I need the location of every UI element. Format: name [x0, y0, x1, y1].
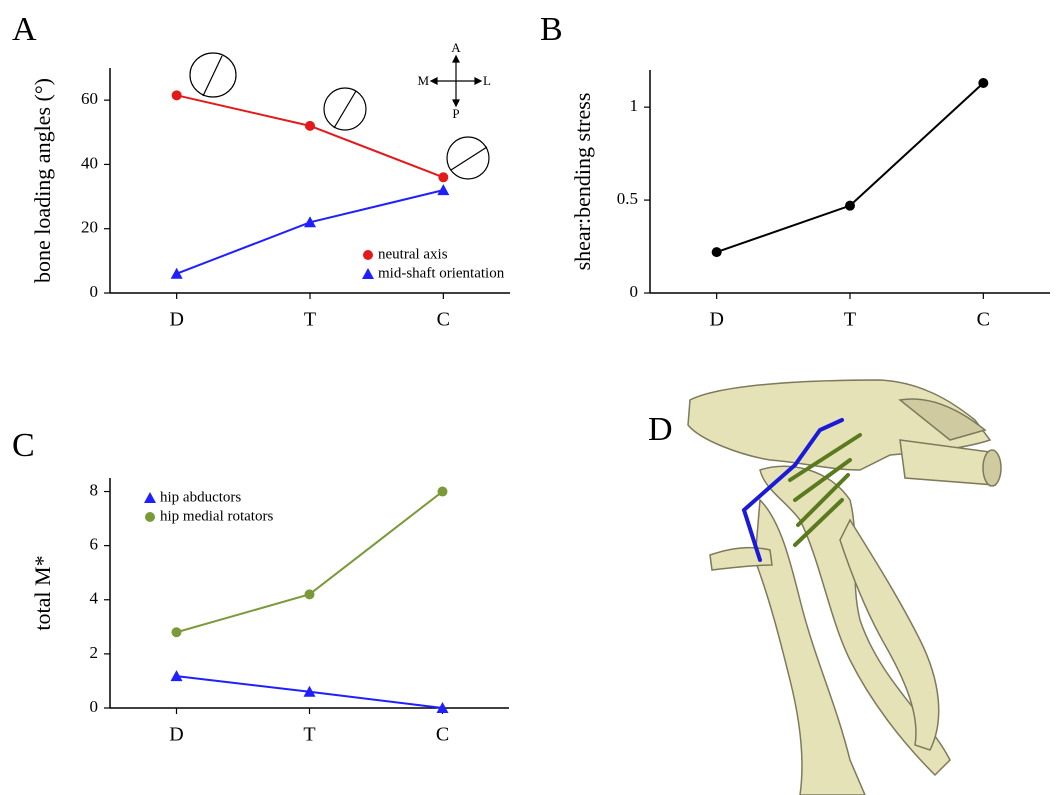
y-tick-label: 1 [630, 96, 639, 115]
compass-label: P [452, 106, 459, 121]
compass-arrows [431, 56, 481, 106]
cross-section-icons [190, 53, 489, 179]
x-tick-label: D [709, 309, 723, 331]
y-tick-label: 2 [90, 643, 99, 662]
x-tick-label: D [169, 724, 183, 746]
x-tick-label: C [437, 309, 450, 331]
panel-letter: D [648, 411, 673, 448]
x-tick-label: C [436, 724, 449, 746]
y-tick-label: 6 [90, 535, 99, 554]
legend-marker [144, 492, 156, 503]
y-tick-label: 0.5 [617, 189, 638, 208]
panel-letter: A [12, 11, 37, 48]
y-tick-label: 0 [90, 282, 99, 301]
point [437, 184, 449, 195]
legend-marker [362, 268, 374, 279]
y-axis-label: bone loading angles (°) [30, 78, 55, 283]
point [438, 487, 448, 497]
legend-label: hip medial rotators [160, 508, 273, 524]
compass-label: L [483, 73, 491, 88]
y-tick-label: 8 [90, 480, 99, 499]
y-tick-label: 0 [90, 697, 99, 716]
point [172, 627, 182, 637]
series-line [177, 95, 444, 177]
point [171, 268, 183, 279]
figure: D Abone loading angles (°)0204060DTCneut… [0, 0, 1064, 795]
legend-marker [363, 250, 373, 260]
point [712, 247, 722, 257]
panel-letter: B [540, 11, 563, 48]
y-tick-label: 60 [81, 89, 98, 108]
legend-label: neutral axis [378, 246, 448, 262]
x-tick-label: D [169, 309, 183, 331]
legend-marker [145, 512, 155, 522]
point [438, 172, 448, 182]
y-tick-label: 20 [81, 218, 98, 237]
x-tick-label: T [303, 724, 315, 746]
y-tick-label: 0 [630, 282, 639, 301]
compass-label: A [451, 40, 461, 55]
x-tick-label: T [304, 309, 316, 331]
panel-letter: C [12, 427, 35, 464]
point [305, 589, 315, 599]
point [978, 78, 988, 88]
series-line [717, 83, 984, 252]
y-axis-label: total M* [30, 555, 55, 630]
bone-illustration [688, 380, 1001, 795]
x-tick-label: T [844, 309, 856, 331]
y-axis-label: shear:bending stress [570, 93, 595, 271]
point [305, 121, 315, 131]
legend-label: hip abductors [160, 489, 241, 505]
y-tick-label: 40 [81, 153, 98, 172]
legend-label: mid-shaft orientation [378, 265, 505, 281]
y-tick-label: 4 [90, 589, 99, 608]
point [172, 90, 182, 100]
compass-label: M [417, 73, 429, 88]
x-tick-label: C [977, 309, 990, 331]
point [845, 201, 855, 211]
